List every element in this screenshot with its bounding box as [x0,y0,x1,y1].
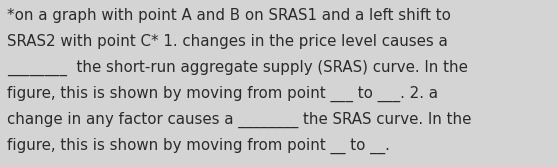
Text: SRAS2 with point C* 1. changes in the price level causes a: SRAS2 with point C* 1. changes in the pr… [7,34,448,49]
Text: change in any factor causes a ________ the SRAS curve. In the: change in any factor causes a ________ t… [7,112,472,128]
Text: ________  the short-run aggregate supply (SRAS) curve. In the: ________ the short-run aggregate supply … [7,60,468,76]
Text: *on a graph with point A and B on SRAS1 and a left shift to: *on a graph with point A and B on SRAS1 … [7,8,451,23]
Text: figure, this is shown by moving from point ___ to ___. 2. a: figure, this is shown by moving from poi… [7,86,438,102]
Text: figure, this is shown by moving from point __ to __.: figure, this is shown by moving from poi… [7,138,390,154]
